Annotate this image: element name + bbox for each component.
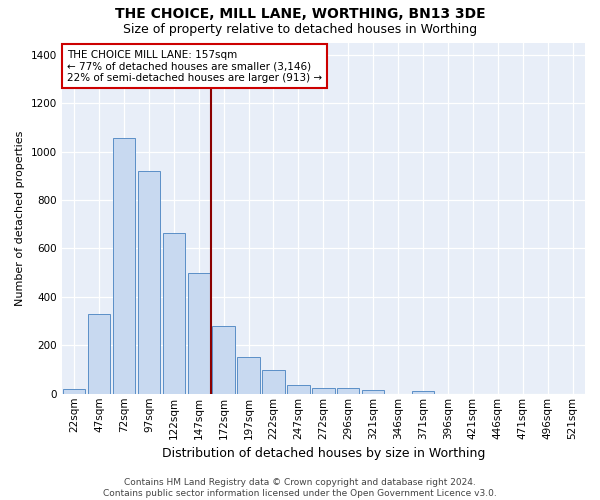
Text: THE CHOICE, MILL LANE, WORTHING, BN13 3DE: THE CHOICE, MILL LANE, WORTHING, BN13 3D…: [115, 8, 485, 22]
Bar: [163, 232, 185, 394]
Text: Contains HM Land Registry data © Crown copyright and database right 2024.
Contai: Contains HM Land Registry data © Crown c…: [103, 478, 497, 498]
Bar: [337, 388, 359, 394]
Bar: [412, 391, 434, 394]
Y-axis label: Number of detached properties: Number of detached properties: [15, 130, 25, 306]
Bar: [312, 388, 335, 394]
X-axis label: Distribution of detached houses by size in Worthing: Distribution of detached houses by size …: [161, 447, 485, 460]
Bar: [287, 386, 310, 394]
Bar: [188, 272, 210, 394]
Bar: [212, 326, 235, 394]
Bar: [238, 358, 260, 394]
Bar: [262, 370, 285, 394]
Text: Size of property relative to detached houses in Worthing: Size of property relative to detached ho…: [123, 22, 477, 36]
Bar: [88, 314, 110, 394]
Bar: [113, 138, 135, 394]
Bar: [137, 171, 160, 394]
Bar: [63, 389, 85, 394]
Text: THE CHOICE MILL LANE: 157sqm
← 77% of detached houses are smaller (3,146)
22% of: THE CHOICE MILL LANE: 157sqm ← 77% of de…: [67, 50, 322, 82]
Bar: [362, 390, 385, 394]
